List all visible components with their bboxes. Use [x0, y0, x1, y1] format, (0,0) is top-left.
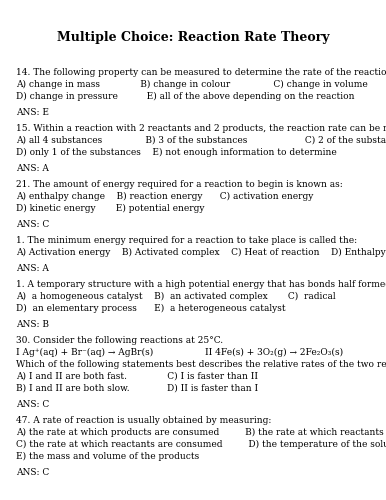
- Text: ANS: C: ANS: C: [16, 400, 49, 409]
- Text: Multiple Choice: Reaction Rate Theory: Multiple Choice: Reaction Rate Theory: [57, 32, 329, 44]
- Text: A) change in mass              B) change in colour               C) change in vo: A) change in mass B) change in colour C)…: [16, 80, 368, 89]
- Text: I Ag⁺(aq) + Br⁻(aq) → AgBr(s)                  II 4Fe(s) + 3O₂(g) → 2Fe₂O₃(s): I Ag⁺(aq) + Br⁻(aq) → AgBr(s) II 4Fe(s) …: [16, 348, 343, 357]
- Text: 14. The following property can be measured to determine the rate of the reaction: 14. The following property can be measur…: [16, 68, 386, 77]
- Text: A) Activation energy    B) Activated complex    C) Heat of reaction    D) Enthal: A) Activation energy B) Activated comple…: [16, 248, 386, 257]
- Text: ANS: B: ANS: B: [16, 320, 49, 329]
- Text: E) the mass and volume of the products: E) the mass and volume of the products: [16, 452, 199, 461]
- Text: ANS: C: ANS: C: [16, 468, 49, 477]
- Text: C) the rate at which reactants are consumed         D) the temperature of the so: C) the rate at which reactants are consu…: [16, 440, 386, 449]
- Text: 47. A rate of reaction is usually obtained by measuring:: 47. A rate of reaction is usually obtain…: [16, 416, 271, 425]
- Text: ANS: C: ANS: C: [16, 220, 49, 229]
- Text: 1. The minimum energy required for a reaction to take place is called the:: 1. The minimum energy required for a rea…: [16, 236, 357, 245]
- Text: B) I and II are both slow.             D) II is faster than I: B) I and II are both slow. D) II is fast…: [16, 384, 258, 393]
- Text: A)  a homogeneous catalyst    B)  an activated complex       C)  radical: A) a homogeneous catalyst B) an activate…: [16, 292, 335, 301]
- Text: ANS: E: ANS: E: [16, 108, 49, 117]
- Text: 21. The amount of energy required for a reaction to begin is known as:: 21. The amount of energy required for a …: [16, 180, 343, 189]
- Text: A) I and II are both fast.              C) I is faster than II: A) I and II are both fast. C) I is faste…: [16, 372, 258, 381]
- Text: ANS: A: ANS: A: [16, 164, 49, 173]
- Text: A) all 4 substances               B) 3 of the substances                    C) 2: A) all 4 substances B) 3 of the substanc…: [16, 136, 386, 145]
- Text: A) the rate at which products are consumed         B) the rate at which reactant: A) the rate at which products are consum…: [16, 428, 386, 437]
- Text: D) only 1 of the substances    E) not enough information to determine: D) only 1 of the substances E) not enoug…: [16, 148, 337, 157]
- Text: D)  an elementary process      E)  a heterogeneous catalyst: D) an elementary process E) a heterogene…: [16, 304, 286, 313]
- Text: 15. Within a reaction with 2 reactants and 2 products, the reaction rate can be : 15. Within a reaction with 2 reactants a…: [16, 124, 386, 133]
- Text: ANS: A: ANS: A: [16, 264, 49, 273]
- Text: A) enthalpy change    B) reaction energy      C) activation energy: A) enthalpy change B) reaction energy C)…: [16, 192, 313, 201]
- Text: Which of the following statements best describes the relative rates of the two r: Which of the following statements best d…: [16, 360, 386, 369]
- Text: 1. A temporary structure with a high potential energy that has bonds half formed: 1. A temporary structure with a high pot…: [16, 280, 386, 289]
- Text: D) change in pressure          E) all of the above depending on the reaction: D) change in pressure E) all of the abov…: [16, 92, 354, 101]
- Text: 30. Consider the following reactions at 25°C.: 30. Consider the following reactions at …: [16, 336, 223, 345]
- Text: D) kinetic energy       E) potential energy: D) kinetic energy E) potential energy: [16, 204, 205, 213]
